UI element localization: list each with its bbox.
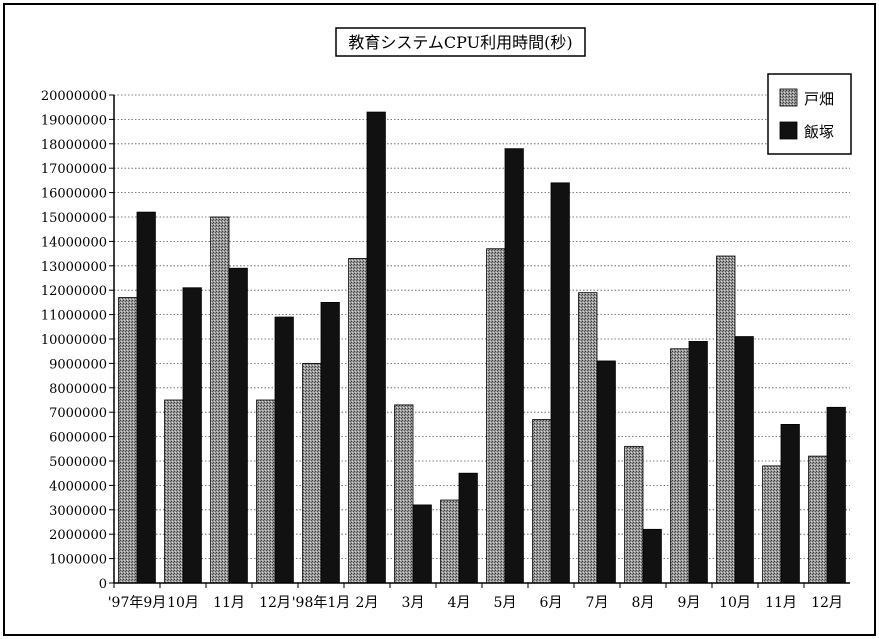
legend: 戸畑 飯塚	[767, 73, 852, 155]
x-tick-label: '97年9月	[108, 595, 167, 611]
bar-tobata	[578, 292, 598, 584]
y-tick-label: 20000000	[41, 89, 107, 104]
y-tick-label: 16000000	[41, 187, 107, 202]
title-border	[335, 27, 586, 57]
y-tick-label: 15000000	[41, 211, 107, 226]
legend-swatch-tobata	[779, 88, 798, 107]
bar-tobata	[716, 255, 736, 584]
x-tick-label: 5月	[494, 595, 517, 611]
legend-label-tobata: 戸畑	[804, 90, 834, 108]
bar-iizuka	[504, 148, 524, 584]
x-tick-label: 3月	[402, 595, 425, 611]
x-axis-labels: '97年9月 10月 11月 12月 '98年1月 2月 3月 4月 5月 6月 7月 8月 9月 10月…	[108, 583, 843, 611]
y-tick-label: 7000000	[49, 406, 107, 421]
bar-tobata	[302, 362, 322, 584]
bar-tobata	[486, 248, 506, 584]
y-tick-label: 0	[99, 577, 107, 592]
bar-iizuka	[320, 301, 340, 584]
bar-tobata	[440, 499, 460, 584]
bar-iizuka	[550, 182, 570, 584]
y-tick-label: 4000000	[49, 479, 107, 494]
x-tick-label: 2月	[356, 595, 379, 611]
bar-iizuka	[136, 211, 156, 584]
y-tick-label: 13000000	[41, 260, 107, 275]
x-tick-label: 7月	[586, 595, 609, 611]
bar-tobata	[532, 419, 552, 584]
y-axis-ticks: 0 1000000 2000000 3000000 4000000 5000000 6000…	[41, 89, 114, 592]
x-tick-label: 10月	[719, 595, 751, 611]
bar-iizuka	[688, 341, 708, 584]
bar-iizuka	[412, 504, 432, 584]
bar-tobata	[624, 445, 644, 584]
x-tick-label: 12月	[259, 595, 291, 611]
bar-iizuka	[458, 472, 478, 584]
bar-iizuka	[228, 267, 248, 584]
bars	[118, 111, 846, 584]
y-tick-label: 3000000	[49, 504, 107, 519]
legend-label-iizuka: 飯塚	[804, 123, 834, 141]
x-tick-label: 12月	[811, 595, 843, 611]
bar-tobata	[118, 297, 138, 584]
bar-iizuka	[596, 360, 616, 584]
bar-tobata	[394, 404, 414, 584]
bar-iizuka	[274, 316, 294, 584]
x-tick-label: 10月	[167, 595, 199, 611]
y-tick-label: 1000000	[49, 553, 107, 568]
bar-tobata	[164, 399, 184, 584]
bar-iizuka	[642, 528, 662, 584]
y-tick-label: 10000000	[41, 333, 107, 348]
bar-iizuka	[780, 423, 800, 584]
y-tick-label: 17000000	[41, 162, 107, 177]
bar-iizuka	[826, 406, 846, 584]
y-tick-label: 5000000	[49, 455, 107, 470]
legend-border	[767, 73, 852, 155]
bar-tobata	[210, 216, 230, 584]
chart-title: 教育システムCPU利用時間(秒)	[348, 33, 572, 52]
y-tick-label: 19000000	[41, 113, 107, 128]
bar-tobata	[808, 455, 828, 584]
x-tick-label: 11月	[765, 595, 797, 611]
bar-iizuka	[366, 111, 386, 584]
legend-swatch-iizuka	[779, 121, 798, 140]
bar-tobata	[348, 258, 368, 584]
bar-iizuka	[182, 287, 202, 584]
title-box: 教育システムCPU利用時間(秒)	[335, 27, 586, 57]
y-tick-label: 8000000	[49, 382, 107, 397]
x-tick-label: 9月	[678, 595, 701, 611]
y-tick-label: 6000000	[49, 431, 107, 446]
bar-tobata	[670, 348, 690, 584]
y-tick-label: 18000000	[41, 138, 107, 153]
x-tick-label: '98年1月	[292, 595, 351, 611]
x-tick-label: 8月	[632, 595, 655, 611]
x-tick-label: 4月	[448, 595, 471, 611]
x-tick-label: 11月	[213, 595, 245, 611]
bar-tobata	[762, 465, 782, 584]
bar-iizuka	[734, 336, 754, 584]
y-tick-label: 11000000	[41, 309, 107, 324]
x-tick-label: 6月	[540, 595, 563, 611]
y-tick-label: 2000000	[49, 528, 107, 543]
y-tick-label: 12000000	[41, 284, 107, 299]
y-tick-label: 14000000	[41, 235, 107, 250]
y-tick-label: 9000000	[49, 357, 107, 372]
bar-tobata	[256, 399, 276, 584]
